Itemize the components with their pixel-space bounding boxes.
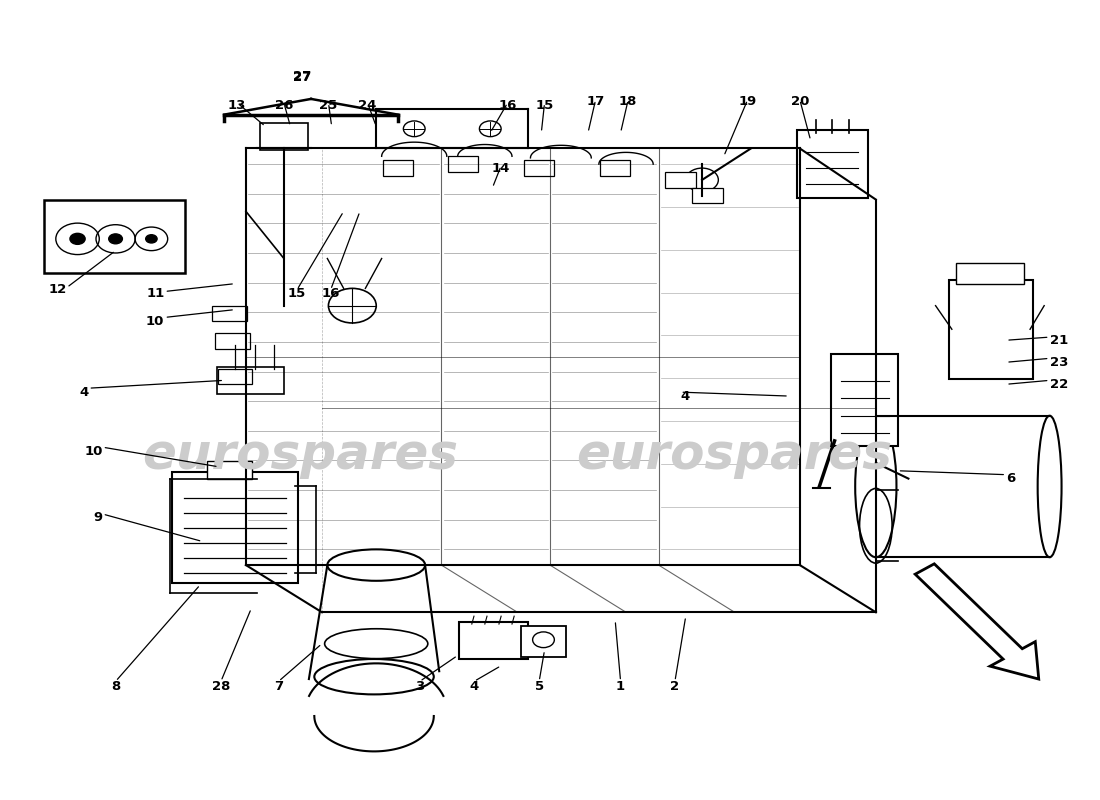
Text: 2: 2 (670, 681, 680, 694)
FancyBboxPatch shape (212, 306, 248, 322)
Text: 25: 25 (319, 98, 338, 112)
Text: 24: 24 (359, 98, 376, 112)
Text: 6: 6 (1006, 472, 1015, 485)
FancyBboxPatch shape (448, 156, 478, 172)
Circle shape (70, 234, 85, 244)
Text: 17: 17 (586, 94, 605, 108)
Text: 4: 4 (680, 390, 690, 402)
Text: 10: 10 (84, 445, 102, 458)
FancyBboxPatch shape (217, 367, 284, 394)
Text: 4: 4 (79, 386, 88, 398)
FancyBboxPatch shape (520, 626, 566, 657)
Text: 21: 21 (1049, 334, 1068, 346)
Text: eurospares: eurospares (142, 431, 459, 479)
Text: 14: 14 (492, 162, 510, 174)
FancyBboxPatch shape (172, 472, 298, 583)
FancyBboxPatch shape (218, 369, 252, 384)
Text: 16: 16 (321, 287, 340, 300)
FancyArrow shape (915, 564, 1038, 679)
Text: 27: 27 (294, 70, 311, 82)
Text: 28: 28 (211, 681, 230, 694)
Text: 7: 7 (274, 681, 283, 694)
Text: 4: 4 (470, 681, 478, 694)
Text: 1: 1 (616, 681, 625, 694)
Text: 8: 8 (111, 681, 120, 694)
Text: 12: 12 (48, 283, 67, 297)
Text: 20: 20 (791, 94, 808, 108)
Text: 23: 23 (1049, 356, 1068, 369)
Text: 9: 9 (94, 511, 102, 525)
Circle shape (109, 234, 122, 244)
FancyBboxPatch shape (600, 160, 630, 176)
FancyBboxPatch shape (524, 160, 554, 176)
Text: 3: 3 (415, 681, 425, 694)
Text: 27: 27 (294, 71, 311, 84)
Text: 15: 15 (536, 98, 553, 112)
Text: 22: 22 (1049, 378, 1068, 390)
FancyBboxPatch shape (260, 123, 308, 150)
Text: 26: 26 (275, 98, 293, 112)
Text: 10: 10 (146, 315, 164, 328)
Text: eurospares: eurospares (576, 431, 892, 479)
Text: 19: 19 (738, 94, 757, 108)
Text: 18: 18 (619, 94, 637, 108)
FancyBboxPatch shape (948, 280, 1033, 378)
Text: 5: 5 (535, 681, 543, 694)
Text: 16: 16 (498, 98, 517, 112)
Text: 15: 15 (288, 287, 306, 300)
FancyBboxPatch shape (383, 160, 414, 176)
FancyBboxPatch shape (207, 461, 252, 479)
FancyBboxPatch shape (956, 263, 1023, 285)
FancyBboxPatch shape (666, 172, 695, 188)
Circle shape (145, 234, 157, 243)
FancyBboxPatch shape (832, 354, 898, 446)
FancyBboxPatch shape (796, 130, 868, 198)
Text: 13: 13 (228, 98, 246, 112)
FancyBboxPatch shape (44, 200, 185, 274)
FancyBboxPatch shape (692, 188, 723, 203)
FancyBboxPatch shape (216, 333, 250, 349)
FancyBboxPatch shape (459, 622, 528, 658)
Text: 11: 11 (146, 287, 164, 300)
